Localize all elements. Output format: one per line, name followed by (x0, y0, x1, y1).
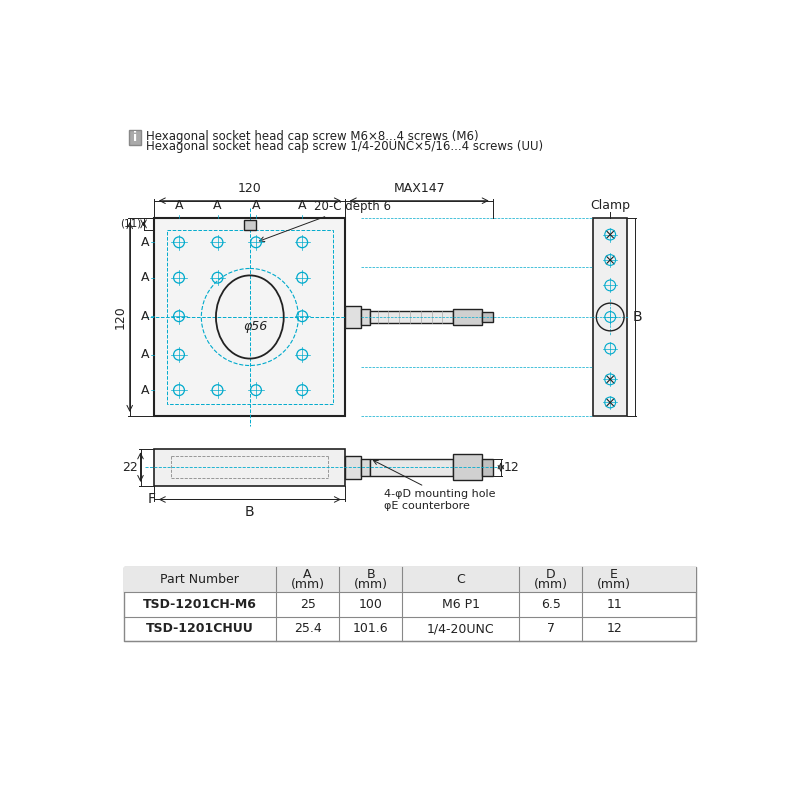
Text: Hexagonal socket head cap screw 1/4-20UNC×5/16...4 screws (UU): Hexagonal socket head cap screw 1/4-20UN… (146, 140, 543, 154)
Text: A: A (298, 199, 306, 212)
Text: 22: 22 (122, 461, 138, 474)
Text: A: A (141, 236, 149, 249)
Bar (123, 567, 697, 592)
Text: C: C (457, 573, 465, 586)
Text: A: A (141, 271, 149, 284)
Text: A: A (174, 199, 183, 212)
Bar (361, 310, 370, 325)
Text: 12: 12 (504, 461, 520, 474)
Bar (244, 220, 256, 230)
Text: 6.5: 6.5 (541, 598, 561, 610)
Text: i: i (133, 131, 137, 144)
Text: (mm): (mm) (290, 578, 325, 591)
Bar (154, 449, 346, 486)
Bar (370, 458, 453, 476)
Text: 120: 120 (114, 305, 126, 329)
Text: Hexagonal socket head cap screw M6×8...4 screws (M6): Hexagonal socket head cap screw M6×8...4… (146, 130, 478, 142)
Text: 1/4-20UNC: 1/4-20UNC (427, 622, 494, 635)
Bar (123, 567, 697, 641)
Text: TSD-1201CHUU: TSD-1201CHUU (146, 622, 254, 635)
Text: A: A (141, 348, 149, 362)
Text: 11: 11 (606, 598, 622, 610)
Text: 25: 25 (300, 598, 315, 610)
Text: Clamp: Clamp (590, 199, 630, 212)
Bar (453, 309, 482, 326)
Bar (453, 454, 482, 480)
Bar (166, 230, 333, 404)
Text: 4-φD mounting hole: 4-φD mounting hole (374, 461, 495, 499)
Text: (mm): (mm) (534, 578, 568, 591)
Text: φ56: φ56 (244, 320, 268, 333)
Text: B: B (633, 310, 642, 324)
Bar (346, 455, 361, 478)
Bar (361, 458, 370, 476)
Text: 25.4: 25.4 (294, 622, 322, 635)
Text: (11): (11) (120, 219, 142, 229)
Text: M6 P1: M6 P1 (442, 598, 480, 610)
Text: B: B (366, 568, 375, 581)
Text: 120: 120 (238, 182, 262, 195)
Text: D: D (546, 568, 556, 581)
Text: B: B (245, 505, 254, 519)
Bar (346, 306, 361, 328)
Bar (154, 218, 346, 416)
Text: F: F (147, 492, 155, 506)
Text: TSD-1201CH-M6: TSD-1201CH-M6 (143, 598, 257, 610)
Text: 7: 7 (547, 622, 555, 635)
Text: φE counterbore: φE counterbore (384, 502, 470, 511)
Text: (mm): (mm) (597, 578, 631, 591)
Text: A: A (303, 568, 312, 581)
FancyBboxPatch shape (129, 130, 142, 146)
Bar (482, 458, 493, 476)
Text: Part Number: Part Number (160, 573, 239, 586)
Bar (370, 311, 453, 323)
Text: E: E (610, 568, 618, 581)
Text: A: A (141, 310, 149, 322)
Text: 101.6: 101.6 (353, 622, 389, 635)
Text: 20-C depth 6: 20-C depth 6 (260, 200, 390, 242)
Text: 100: 100 (358, 598, 382, 610)
Bar (482, 312, 493, 322)
Text: (mm): (mm) (354, 578, 388, 591)
Bar (594, 218, 627, 416)
Text: A: A (214, 199, 222, 212)
Text: A: A (252, 199, 260, 212)
Text: 12: 12 (606, 622, 622, 635)
Text: MAX147: MAX147 (394, 182, 445, 195)
Text: A: A (141, 384, 149, 397)
